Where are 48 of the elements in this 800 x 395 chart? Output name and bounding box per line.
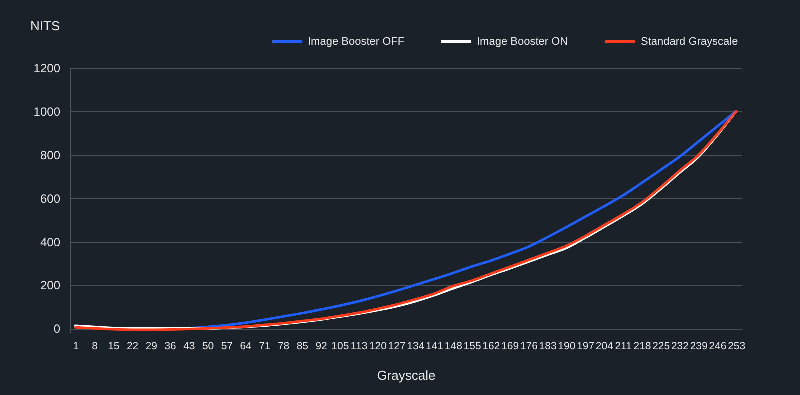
- x-tick-label: 22: [126, 340, 139, 352]
- x-tick-label: 204: [596, 340, 614, 352]
- x-tick-label: 218: [634, 340, 652, 352]
- y-tick-label: 1200: [34, 62, 61, 76]
- x-tick-label: 183: [539, 340, 557, 352]
- x-tick-label: 176: [520, 340, 538, 352]
- x-tick-label: 162: [482, 340, 500, 352]
- x-tick-label: 197: [577, 340, 595, 352]
- y-axis-title: NITS: [30, 18, 60, 34]
- y-tick-label: 800: [40, 148, 61, 162]
- x-tick-label: 64: [240, 340, 252, 352]
- x-tick-label: 57: [221, 340, 234, 352]
- x-tick-label: 127: [388, 340, 406, 352]
- legend-label: Image Booster ON: [477, 36, 568, 48]
- x-tick-label: 148: [444, 340, 463, 352]
- x-tick-label: 92: [316, 340, 328, 352]
- y-tick-label: 0: [54, 322, 61, 336]
- x-axis-title: Grayscale: [377, 368, 436, 383]
- x-tick-label: 246: [709, 340, 727, 352]
- x-tick-label: 239: [690, 340, 708, 352]
- x-tick-label: 155: [464, 340, 482, 352]
- x-tick-label: 29: [146, 340, 158, 352]
- x-tick-label: 105: [332, 340, 350, 352]
- x-tick-label: 232: [671, 340, 690, 352]
- x-tick-label: 113: [350, 340, 368, 352]
- x-tick-label: 253: [728, 340, 746, 352]
- x-tick-label: 134: [407, 340, 425, 352]
- x-tick-label: 8: [92, 340, 98, 352]
- x-tick-label: 71: [259, 340, 271, 352]
- legend-label: Image Booster OFF: [308, 36, 405, 48]
- x-tick-label: 78: [278, 340, 290, 352]
- x-tick-label: 169: [502, 340, 520, 352]
- x-tick-label: 211: [615, 340, 632, 352]
- x-tick-label: 120: [369, 340, 388, 352]
- x-tick-label: 36: [164, 340, 177, 352]
- x-tick-label: 190: [558, 340, 576, 352]
- x-tick-label: 15: [108, 340, 120, 352]
- x-tick-label: 50: [202, 340, 214, 352]
- x-tick-label: 141: [426, 340, 444, 352]
- y-tick-label: 400: [40, 235, 61, 250]
- y-tick-label: 600: [40, 192, 61, 206]
- y-tick-label: 200: [40, 278, 61, 293]
- x-tick-label: 1: [73, 340, 80, 352]
- x-tick-label: 225: [652, 340, 670, 352]
- x-tick-label: 85: [296, 340, 309, 352]
- legend-label: Standard Grayscale: [641, 36, 738, 48]
- x-tick-label: 43: [184, 340, 196, 352]
- y-tick-label: 1000: [34, 104, 61, 119]
